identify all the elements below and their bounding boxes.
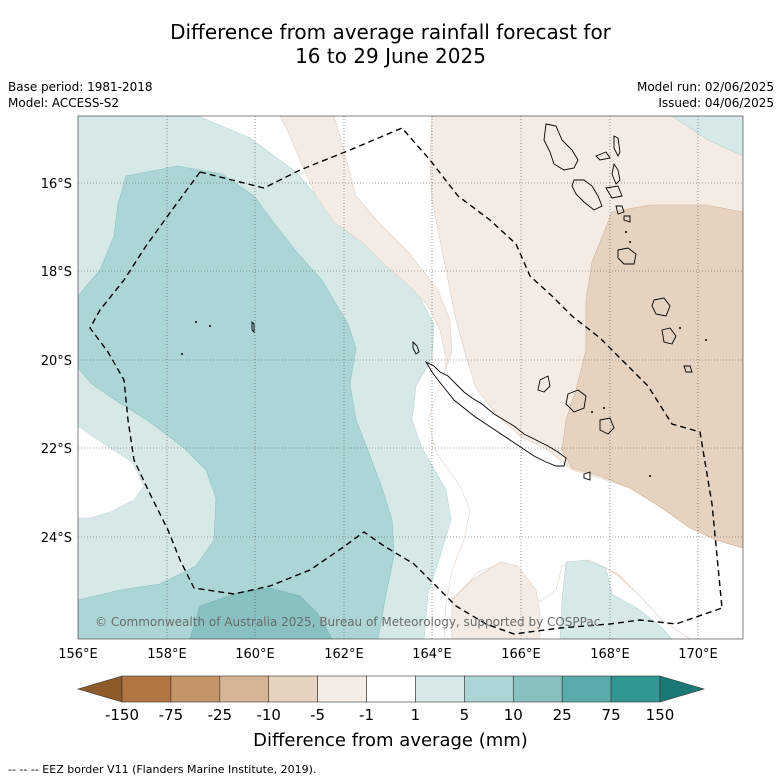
colorbar-tick-label: 25: [553, 706, 572, 724]
title-line-2: 16 to 29 June 2025: [295, 44, 486, 68]
island-epi: [615, 205, 625, 215]
anomaly-zone-medium-teal-west: [78, 165, 395, 639]
colorbar-tick-label: -10: [256, 706, 281, 724]
island-espiritu-santo: [543, 123, 579, 171]
meta-right: Model run: 02/06/2025 Issued: 04/06/2025: [637, 79, 774, 111]
island-pentecost: [611, 162, 621, 185]
eez-footnote: -- -- -- EEZ border V11 (Flanders Marine…: [8, 763, 317, 776]
colorbar-tick-label: 10: [504, 706, 523, 724]
colorbar-swatch: [317, 675, 367, 703]
island-erromango: [651, 297, 671, 317]
island-tiny-8: [679, 327, 681, 329]
anomaly-zone-neutral-west: [78, 425, 145, 519]
island-new-caledonia: [424, 360, 567, 467]
island-tiny-2: [603, 407, 605, 409]
anomaly-zone-light-teal-north-east: [671, 116, 743, 157]
rainfall-anomaly-fields: [78, 116, 743, 639]
colorbar-tick-label: -1: [359, 706, 374, 724]
eez-border-new-caledonia: [89, 171, 723, 635]
lat-label-24s: 24°S: [41, 531, 72, 546]
anomaly-zone-light-brown-south: [451, 561, 541, 639]
island-malakula: [571, 179, 603, 211]
island-tiny-7: [625, 231, 627, 233]
colorbar-tick-label: 150: [646, 706, 675, 724]
island-tiny-6: [209, 325, 211, 327]
island-shepherds: [623, 215, 631, 223]
island-tiny-9: [705, 339, 707, 341]
map-frame: [77, 115, 744, 640]
island-belep: [412, 340, 420, 355]
colorbar-swatch: [610, 675, 661, 703]
island-tanna: [661, 327, 677, 345]
colorbar-swatch: [170, 675, 221, 703]
lon-label-166e: 166°E: [501, 647, 541, 662]
island-tiny-1: [591, 411, 593, 413]
island-efate: [617, 247, 637, 265]
lon-label-158e: 158°E: [147, 647, 187, 662]
island-maewo: [613, 135, 621, 158]
model-name: Model: ACCESS-S2: [8, 96, 120, 110]
colorbar-extend-low: [76, 675, 123, 703]
latitude-labels: 16°S 18°S 20°S 22°S 24°S: [41, 177, 72, 546]
lon-label-156e: 156°E: [58, 647, 98, 662]
eez-border-solomon: [199, 127, 723, 609]
colorbar-swatch: [512, 675, 563, 703]
lon-label-160e: 160°E: [235, 647, 275, 662]
copyright-notice: © Commonwealth of Australia 2025, Bureau…: [95, 615, 600, 629]
island-tiny-4: [195, 321, 197, 323]
longitude-labels: 156°E 158°E 160°E 162°E 164°E 166°E 168°…: [58, 647, 718, 662]
island-lifou: [565, 389, 587, 413]
anomaly-zone-dark-teal-south: [189, 587, 333, 639]
lat-label-16s: 16°S: [41, 177, 72, 192]
lon-label-164e: 164°E: [412, 647, 452, 662]
island-ambrym: [605, 185, 623, 199]
colorbar-swatch: [219, 675, 270, 703]
map-title: Difference from average rainfall forecas…: [0, 20, 781, 68]
island-tiny-5: [181, 353, 183, 355]
colorbar-extend-high: [659, 675, 706, 703]
colorbar-tick-label: -5: [310, 706, 325, 724]
title-line-1: Difference from average rainfall forecas…: [170, 20, 611, 44]
lat-label-20s: 20°S: [41, 354, 72, 369]
colorbar-tick-label: -25: [208, 706, 233, 724]
island-isle-of-pines: [583, 471, 591, 481]
lon-label-162e: 162°E: [324, 647, 364, 662]
colorbar-tick-label: -150: [105, 706, 139, 724]
lon-label-168e: 168°E: [590, 647, 630, 662]
colorbar-swatch: [121, 675, 172, 703]
island-ouvea: [537, 375, 551, 393]
colorbar-swatch: [415, 675, 465, 703]
base-period: Base period: 1981-2018: [8, 80, 153, 94]
issued-date: Issued: 04/06/2025: [658, 96, 774, 110]
colorbar-tick-label: 75: [602, 706, 621, 724]
anomaly-zone-light-teal-south-east: [559, 559, 673, 639]
lon-label-170e: 170°E: [678, 647, 718, 662]
colorbar-tick-label: 5: [460, 706, 470, 724]
island-tiny-10: [629, 241, 631, 243]
colorbar-swatch: [464, 675, 514, 703]
meta-left: Base period: 1981-2018 Model: ACCESS-S2: [8, 79, 153, 111]
lat-label-18s: 18°S: [41, 265, 72, 280]
colorbar-swatch: [561, 675, 612, 703]
island-mare: [599, 417, 615, 435]
colorbar-swatch: [268, 675, 318, 703]
colorbar-title: Difference from average (mm): [253, 730, 528, 751]
island-chesterfield: [251, 320, 255, 334]
island-ambae: [595, 151, 611, 161]
island-tiny-3: [649, 475, 651, 477]
model-run: Model run: 02/06/2025: [636, 80, 774, 94]
graticule: [78, 116, 743, 639]
colorbar-swatch: [366, 675, 416, 703]
island-aneityum: [683, 365, 693, 373]
lat-label-22s: 22°S: [41, 442, 72, 457]
colorbar: -150 -75 -25 -10 -5 -1 1 5 10 25 75 150: [76, 675, 706, 724]
colorbar-tick-label: 1: [411, 706, 421, 724]
colorbar-tick-label: -75: [159, 706, 184, 724]
